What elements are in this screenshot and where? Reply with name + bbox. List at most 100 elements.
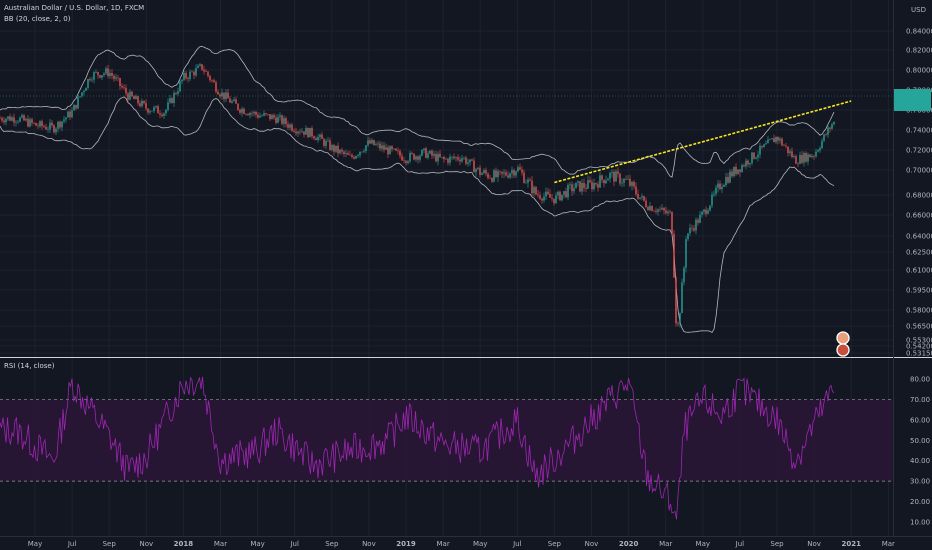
trendline[interactable] <box>554 100 852 184</box>
rsi-axis-labels: 80.00 70.00 60.00 50.00 40.00 30.00 20.00 10.00 <box>910 376 930 527</box>
candle-body <box>707 210 709 214</box>
candle-body <box>213 80 215 83</box>
candle-body <box>139 103 141 107</box>
candle-body <box>535 187 537 195</box>
candle-body <box>141 100 143 107</box>
candle-body <box>813 155 815 157</box>
symbol-title[interactable]: Australian Dollar / U.S. Dollar, 1D, FXC… <box>4 4 144 12</box>
candle-body <box>811 155 813 158</box>
candle-body <box>367 140 369 146</box>
time-tick-label: Mar <box>882 540 895 548</box>
candle-body <box>465 157 467 164</box>
candle-body <box>279 115 281 117</box>
candle-body <box>281 115 283 124</box>
bollinger-upper-band <box>0 46 835 178</box>
candle-body <box>673 233 675 278</box>
price-pane[interactable]: 0.840000.820000.800000.780000.760000.740… <box>0 6 932 358</box>
earnings-event-icon[interactable] <box>836 331 850 357</box>
candle-body <box>799 154 801 164</box>
candle-body <box>761 145 763 148</box>
candle-body <box>817 150 819 152</box>
candle-body <box>159 113 161 115</box>
candle-body <box>209 75 211 81</box>
candle-body <box>69 111 71 118</box>
candle-body <box>531 180 533 194</box>
candle-body <box>477 167 479 169</box>
candle-body <box>571 184 573 192</box>
rsi-pane[interactable]: 80.00 70.00 60.00 50.00 40.00 30.00 20.00 10.00 <box>0 376 930 527</box>
candle-body <box>739 169 741 172</box>
candle-body <box>729 171 731 183</box>
candle-body <box>587 180 589 189</box>
candle-body <box>693 228 695 231</box>
rsi-tick-label: 20.00 <box>910 498 930 506</box>
candle-body <box>351 154 353 157</box>
candle-body <box>479 167 481 175</box>
candle-body <box>79 96 81 97</box>
candle-body <box>579 181 581 192</box>
candle-body <box>365 145 367 152</box>
candle-body <box>341 149 343 152</box>
candlestick-series <box>0 62 835 328</box>
candle-body <box>119 78 121 86</box>
candle-body <box>157 106 159 114</box>
candle-body <box>217 91 219 95</box>
candle-body <box>117 77 119 79</box>
candle-body <box>815 151 817 157</box>
candle-body <box>829 127 831 129</box>
candle-body <box>127 93 129 100</box>
candle-body <box>45 126 47 130</box>
candle-body <box>383 145 385 150</box>
candle-body <box>703 209 705 212</box>
candle-body <box>431 150 433 156</box>
candle-body <box>75 104 77 109</box>
candle-body <box>527 179 529 183</box>
candle-body <box>101 75 103 78</box>
candle-body <box>523 172 525 183</box>
candle-body <box>399 151 401 156</box>
candle-body <box>597 184 599 188</box>
candle-body <box>267 114 269 115</box>
candle-body <box>543 196 545 201</box>
candle-body <box>401 155 403 161</box>
candle-body <box>689 227 691 234</box>
candle-body <box>305 127 307 135</box>
candle-body <box>445 158 447 160</box>
candle-body <box>163 113 165 117</box>
time-tick-label: May <box>28 540 42 548</box>
candle-body <box>193 71 195 76</box>
candle-body <box>759 145 761 155</box>
candle-body <box>379 143 381 149</box>
candle-body <box>607 178 609 181</box>
candle-body <box>741 165 743 172</box>
bb-legend[interactable]: BB (20, close, 2, 0) <box>4 15 71 23</box>
candle-body <box>413 153 415 160</box>
candle-body <box>297 131 299 134</box>
candle-body <box>453 156 455 159</box>
candle-body <box>711 194 713 206</box>
candle-body <box>245 113 247 115</box>
candle-body <box>335 145 337 152</box>
last-price-badge[interactable] <box>893 89 931 111</box>
candle-body <box>795 156 797 164</box>
rsi-legend[interactable]: RSI (14, close) <box>4 362 55 370</box>
bollinger-lower-band <box>0 96 835 334</box>
candle-body <box>355 156 357 159</box>
candle-body <box>85 87 87 91</box>
candle-body <box>215 82 217 92</box>
candle-body <box>733 166 735 177</box>
candle-body <box>195 67 197 76</box>
candle-body <box>71 110 73 118</box>
candle-body <box>731 171 733 177</box>
candle-body <box>105 68 107 74</box>
candle-body <box>181 79 183 82</box>
candle-body <box>315 138 317 141</box>
candle-body <box>459 159 461 162</box>
candle-body <box>719 183 721 190</box>
candle-body <box>9 116 11 121</box>
candle-body <box>681 282 683 314</box>
candle-body <box>361 151 363 153</box>
candle-body <box>313 136 315 139</box>
